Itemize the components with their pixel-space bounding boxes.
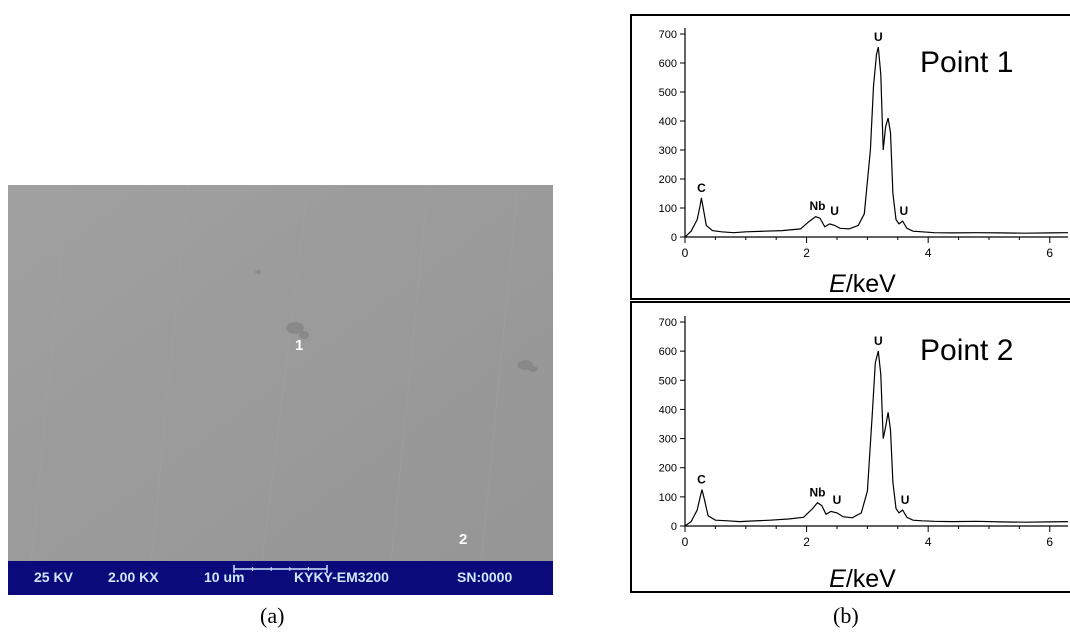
y-tick-label: 700 [659,29,677,41]
sem-info-bar: 25 KV 2.00 KX 10 um KYKY-EM3200 SN:0000 [8,561,553,595]
sem-serial: SN:0000 [457,569,513,585]
caption-b: (b) [833,603,859,628]
y-tick-label: 500 [659,375,677,387]
peak-label: U [901,493,910,507]
chart-title: Point 2 [920,334,1013,367]
x-tick-label: 0 [682,246,689,260]
y-tick-label: 0 [671,521,677,533]
peak-label: Nb [810,486,826,500]
caption-a: (a) [260,603,285,628]
y-tick-label: 200 [659,174,677,186]
y-tick-label: 200 [659,463,677,475]
y-tick-label: 700 [659,317,677,329]
peak-label: U [874,30,883,44]
chart-frame [630,14,1070,300]
x-tick-label: 4 [925,246,932,260]
sem-point-1-label: 1 [295,337,304,354]
y-tick-label: 600 [659,346,677,358]
peak-label: Nb [810,199,826,213]
x-tick-label: 6 [1046,535,1053,549]
x-axis-label: E/keV [829,565,896,593]
peak-label: U [900,204,909,218]
peak-label: U [833,493,842,507]
y-tick-label: 100 [659,203,677,215]
peak-label: U [830,204,839,218]
chart-title: Point 1 [920,46,1013,79]
x-axis-label: E/keV [829,270,896,298]
y-tick-label: 0 [671,232,677,244]
x-tick-label: 4 [925,535,932,549]
y-tick-label: 100 [659,492,677,504]
y-tick-label: 400 [659,404,677,416]
spectrum-line [684,350,1069,527]
x-tick-label: 2 [803,246,810,260]
peak-label: C [697,181,706,195]
y-tick-label: 300 [659,145,677,157]
sem-point-2-label: 2 [459,531,468,548]
chart-frame [630,301,1070,593]
y-tick-label: 400 [659,116,677,128]
sem-scale-bar [233,565,328,573]
sem-instrument: KYKY-EM3200 [294,569,389,585]
spectrum-chart-point-2: 0 100 200 300 400 500 600 700 0 2 4 6 C Nb U U U Point 2 E… [630,301,1070,593]
y-tick-label: 300 [659,434,677,446]
spectrum-line [684,46,1069,238]
sem-surface-texture [8,185,553,595]
y-tick-label: 500 [659,87,677,99]
x-tick-label: 2 [803,535,810,549]
sem-voltage: 25 KV [34,569,73,585]
y-tick-label: 600 [659,58,677,70]
sem-micrograph: 1 2 [8,185,553,595]
x-tick-label: 0 [682,535,689,549]
x-tick-label: 6 [1046,246,1053,260]
peak-label: U [874,334,883,348]
peak-label: C [697,473,706,487]
spectrum-chart-point-1: 0 100 200 300 400 500 600 700 0 2 4 6 C Nb U U U Point 1 E… [630,14,1070,300]
sem-magnification: 2.00 KX [108,569,159,585]
